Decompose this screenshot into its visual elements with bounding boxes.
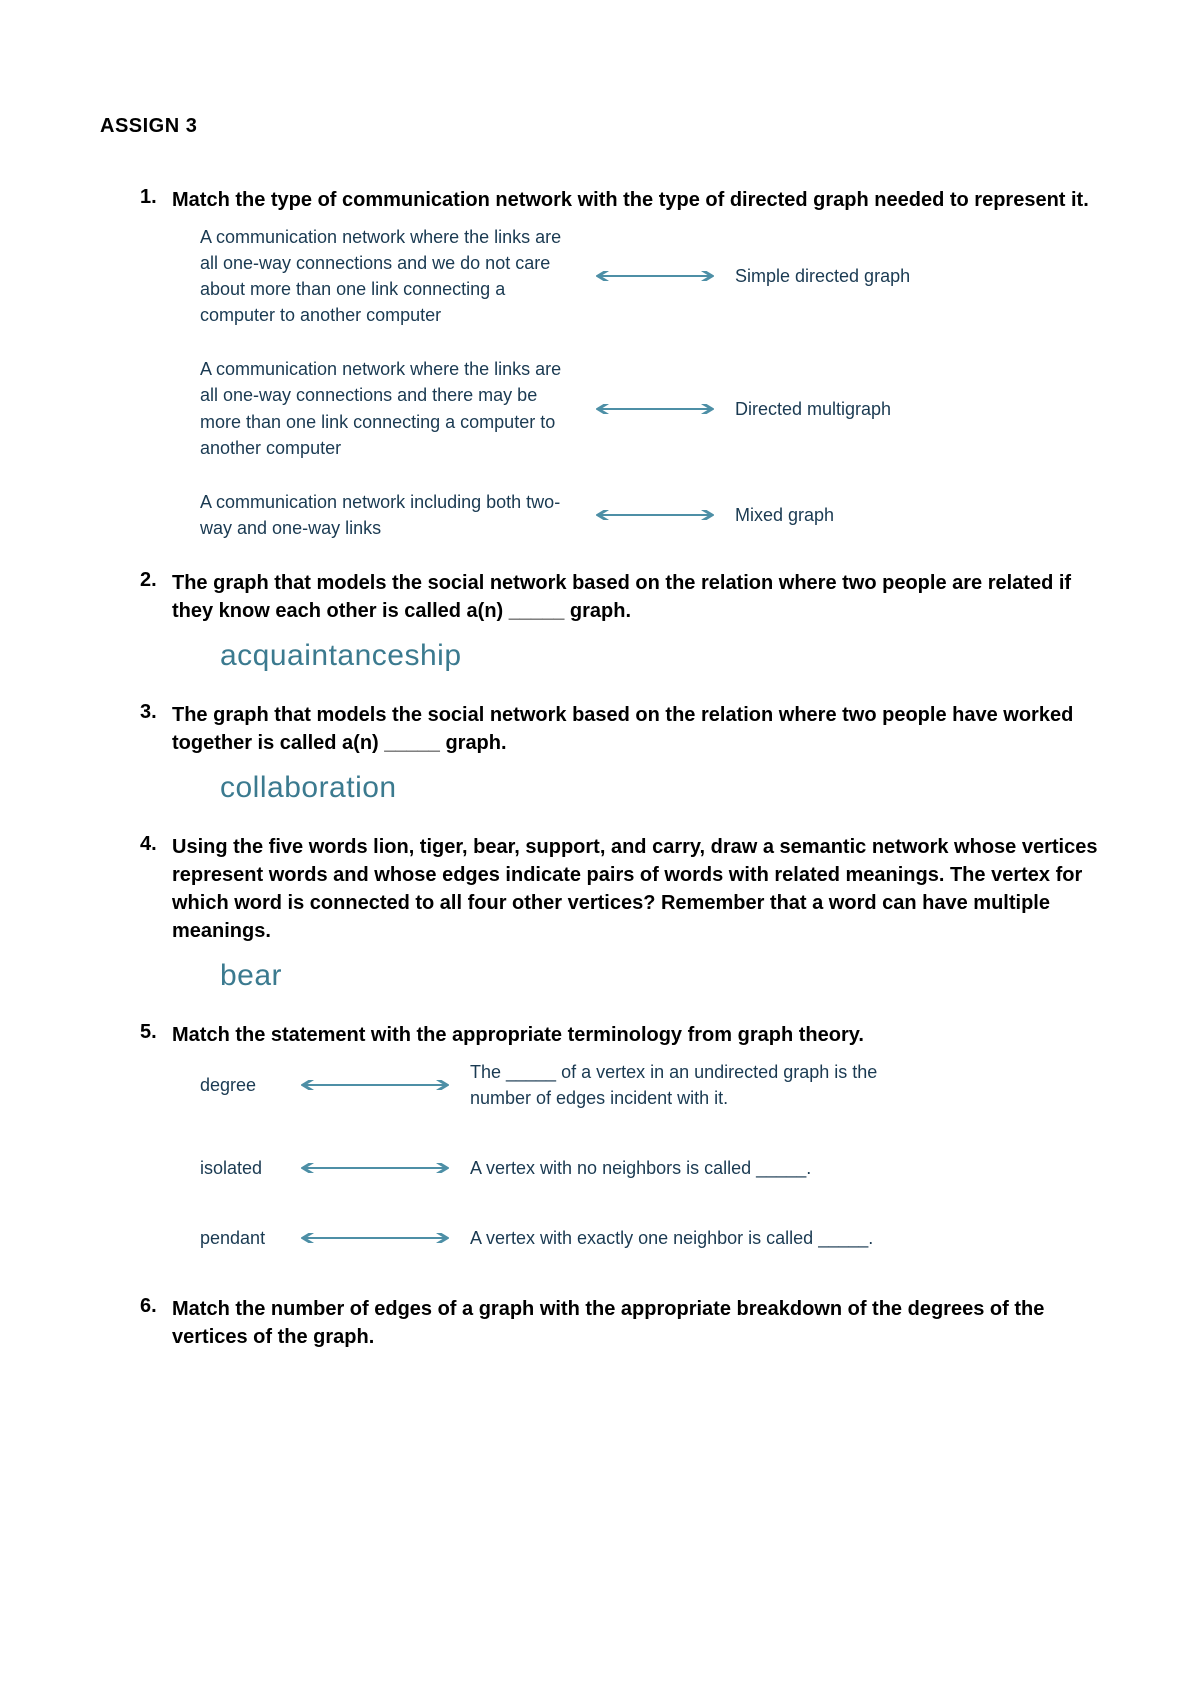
question-text: Match the number of edges of a graph wit… [172, 1295, 1100, 1351]
question-text: The graph that models the social network… [172, 701, 1100, 757]
double-arrow-icon [595, 404, 715, 414]
match-row: isolated A vertex with no neighbors is c… [200, 1155, 1100, 1181]
match-row: degree The _____ of a vertex in an undir… [200, 1059, 1100, 1111]
match-left-text: A communication network where the links … [200, 224, 595, 328]
match-left-text: isolated [200, 1155, 300, 1181]
question-4: 4. Using the five words lion, tiger, bea… [140, 833, 1100, 993]
question-list: 1. Match the type of communication netwo… [100, 186, 1100, 1351]
double-arrow-icon [300, 1163, 450, 1173]
question-number: 3. [140, 701, 172, 724]
question-text: Match the statement with the appropriate… [172, 1021, 1100, 1049]
question-number: 5. [140, 1021, 172, 1044]
match-right-text: Simple directed graph [715, 263, 945, 289]
match-table-q5: degree The _____ of a vertex in an undir… [140, 1059, 1100, 1251]
question-number: 4. [140, 833, 172, 856]
match-right-text: Mixed graph [715, 502, 945, 528]
match-left-text: A communication network including both t… [200, 489, 595, 541]
match-right-text: A vertex with no neighbors is called ___… [450, 1155, 900, 1181]
answer-text: collaboration [140, 771, 1100, 805]
question-text: Using the five words lion, tiger, bear, … [172, 833, 1100, 945]
double-arrow-icon [300, 1080, 450, 1090]
question-2: 2. The graph that models the social netw… [140, 569, 1100, 673]
match-left-text: A communication network where the links … [200, 356, 595, 460]
question-text: The graph that models the social network… [172, 569, 1100, 625]
question-5: 5. Match the statement with the appropri… [140, 1021, 1100, 1251]
double-arrow-icon [300, 1233, 450, 1243]
match-row: A communication network where the links … [200, 224, 1100, 328]
match-right-text: A vertex with exactly one neighbor is ca… [450, 1225, 900, 1251]
match-row: A communication network where the links … [200, 356, 1100, 460]
question-6: 6. Match the number of edges of a graph … [140, 1295, 1100, 1351]
answer-text: acquaintanceship [140, 639, 1100, 673]
question-text: Match the type of communication network … [172, 186, 1100, 214]
page-title: ASSIGN 3 [100, 115, 1100, 138]
match-right-text: The _____ of a vertex in an undirected g… [450, 1059, 900, 1111]
question-3: 3. The graph that models the social netw… [140, 701, 1100, 805]
match-row: pendant A vertex with exactly one neighb… [200, 1225, 1100, 1251]
double-arrow-icon [595, 271, 715, 281]
question-number: 1. [140, 186, 172, 209]
match-row: A communication network including both t… [200, 489, 1100, 541]
question-number: 2. [140, 569, 172, 592]
match-right-text: Directed multigraph [715, 396, 945, 422]
match-left-text: pendant [200, 1225, 300, 1251]
question-number: 6. [140, 1295, 172, 1318]
question-1: 1. Match the type of communication netwo… [140, 186, 1100, 541]
match-left-text: degree [200, 1072, 300, 1098]
answer-text: bear [140, 959, 1100, 993]
match-table-q1: A communication network where the links … [140, 224, 1100, 541]
double-arrow-icon [595, 510, 715, 520]
